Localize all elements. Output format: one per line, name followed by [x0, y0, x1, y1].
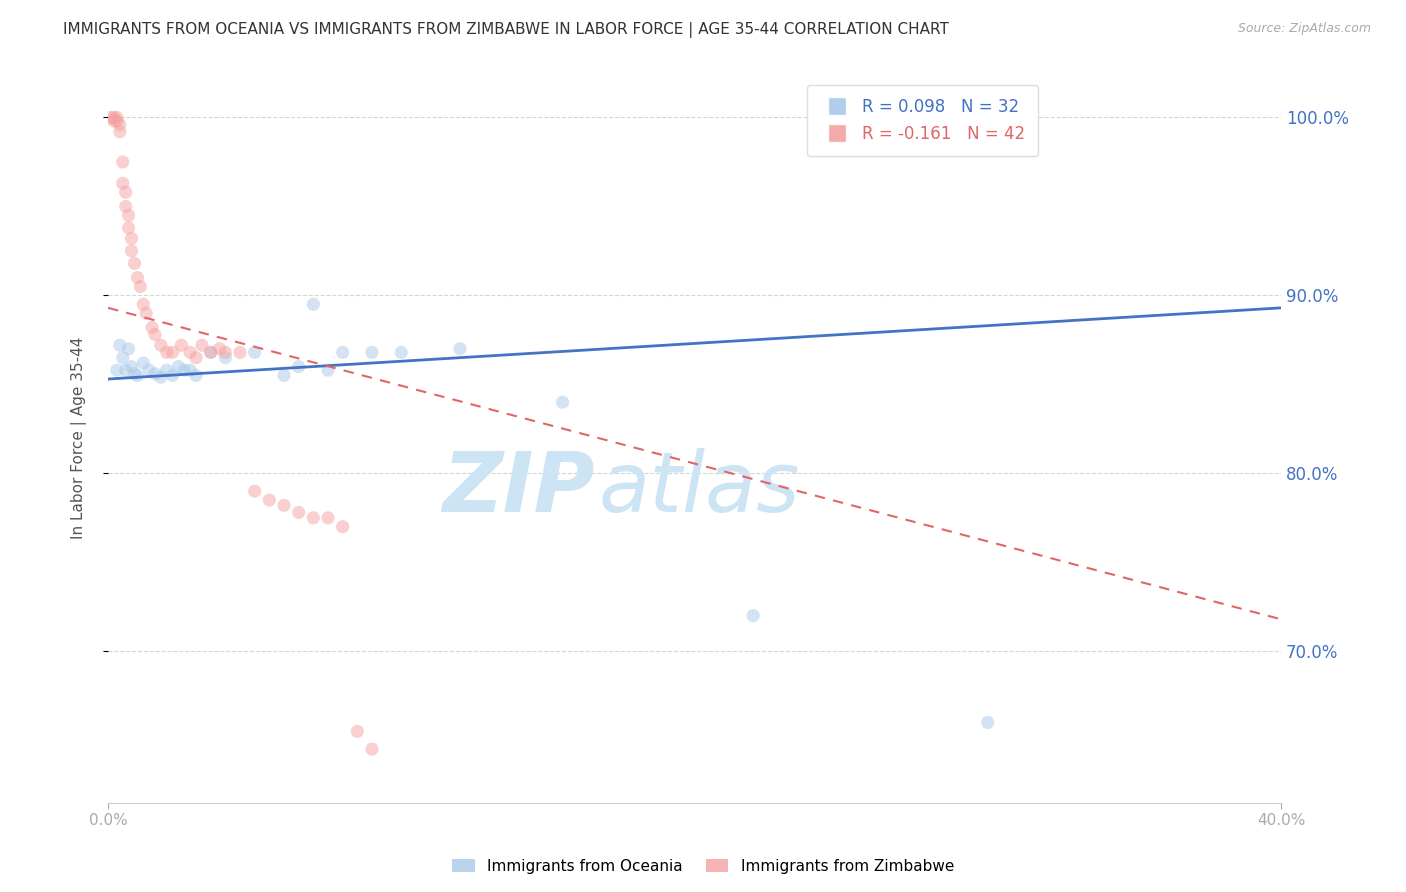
Point [141, 320, 163, 334]
Point [302, 511, 325, 525]
Point [149, 338, 172, 352]
Point [332, 519, 354, 533]
Text: Source: ZipAtlas.com: Source: ZipAtlas.com [1237, 22, 1371, 36]
Point [111, 351, 134, 365]
Point [179, 363, 201, 377]
Point [156, 345, 179, 359]
Point [551, 395, 574, 409]
Point [167, 359, 190, 374]
Point [124, 256, 146, 270]
Point [449, 342, 471, 356]
Point [184, 368, 207, 383]
Point [103, 111, 125, 125]
Point [121, 231, 143, 245]
Point [243, 345, 266, 359]
Point [287, 359, 309, 374]
Point [229, 345, 252, 359]
Point [108, 338, 131, 352]
Point [114, 185, 136, 199]
Point [191, 338, 214, 352]
Point [208, 342, 231, 356]
Point [156, 363, 179, 377]
Point [127, 270, 149, 285]
Point [117, 342, 139, 356]
Point [108, 125, 131, 139]
Point [149, 370, 172, 384]
Point [179, 345, 201, 359]
Text: ZIP: ZIP [443, 449, 595, 529]
Point [111, 155, 134, 169]
Point [105, 111, 128, 125]
Point [108, 118, 131, 132]
Point [273, 499, 295, 513]
Point [214, 351, 236, 365]
Point [389, 345, 412, 359]
Point [121, 244, 143, 258]
Y-axis label: In Labor Force | Age 35-44: In Labor Force | Age 35-44 [72, 336, 87, 539]
Point [361, 742, 384, 756]
Point [114, 363, 136, 377]
Point [200, 345, 222, 359]
Point [124, 367, 146, 381]
Point [117, 220, 139, 235]
Point [114, 199, 136, 213]
Point [361, 345, 384, 359]
Point [214, 345, 236, 359]
Point [132, 297, 155, 311]
Point [977, 715, 1000, 730]
Point [273, 368, 295, 383]
Point [287, 506, 309, 520]
Point [316, 363, 339, 377]
Point [105, 363, 128, 377]
Point [259, 493, 281, 508]
Point [332, 345, 354, 359]
Point [103, 114, 125, 128]
Point [170, 338, 193, 352]
Point [243, 484, 266, 499]
Point [111, 176, 134, 190]
Point [742, 608, 765, 623]
Point [105, 114, 128, 128]
Point [173, 363, 195, 377]
Point [135, 306, 157, 320]
Point [346, 724, 368, 739]
Point [138, 363, 160, 377]
Point [121, 359, 143, 374]
Point [162, 345, 184, 359]
Point [127, 368, 149, 383]
Text: IMMIGRANTS FROM OCEANIA VS IMMIGRANTS FROM ZIMBABWE IN LABOR FORCE | AGE 35-44 C: IMMIGRANTS FROM OCEANIA VS IMMIGRANTS FR… [63, 22, 949, 38]
Point [200, 345, 222, 359]
Text: atlas: atlas [599, 449, 800, 529]
Point [143, 367, 166, 381]
Point [184, 351, 207, 365]
Point [100, 111, 122, 125]
Point [117, 208, 139, 222]
Point [129, 279, 152, 293]
Point [316, 511, 339, 525]
Point [132, 356, 155, 370]
Point [162, 368, 184, 383]
Point [143, 327, 166, 342]
Legend: R = 0.098   N = 32, R = -0.161   N = 42: R = 0.098 N = 32, R = -0.161 N = 42 [807, 85, 1038, 156]
Point [302, 297, 325, 311]
Legend: Immigrants from Oceania, Immigrants from Zimbabwe: Immigrants from Oceania, Immigrants from… [446, 853, 960, 880]
